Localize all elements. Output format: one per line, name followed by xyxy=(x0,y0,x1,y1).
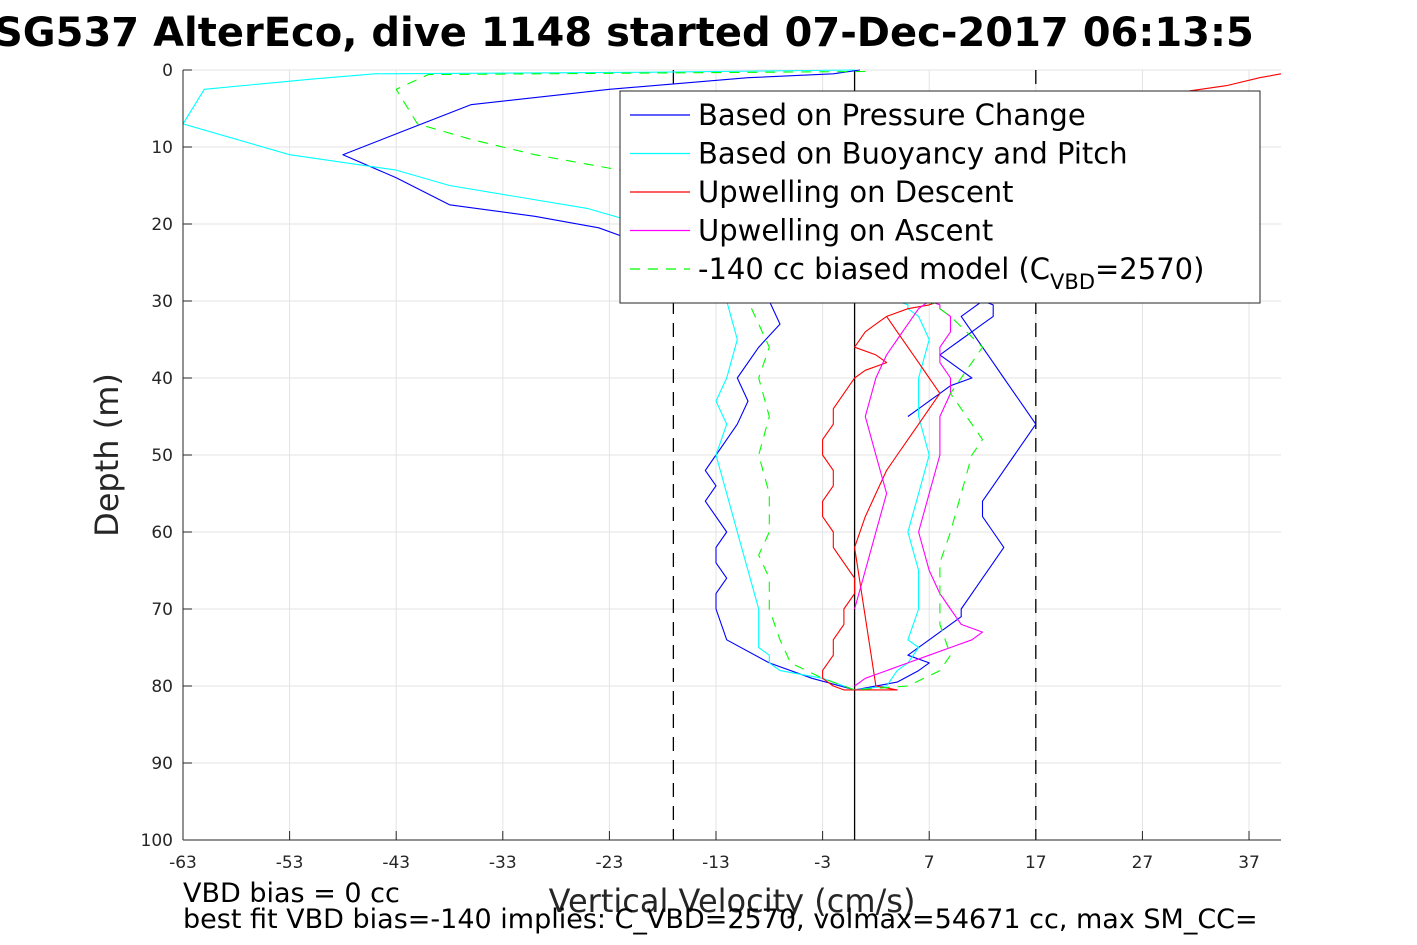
footer-line-1: VBD bias = 0 cc xyxy=(183,878,400,909)
legend-label-3: Upwelling on Ascent xyxy=(698,214,993,248)
legend-label-4: -140 cc biased model (CVBD=2570) xyxy=(698,252,1204,294)
series-line-3 xyxy=(854,300,984,687)
y-tick-label: 70 xyxy=(151,600,173,620)
x-tick-labels: -63 -53 -43 -33 -23 -13 -3 7 17 27 37 xyxy=(169,853,1260,873)
chart-title: SG537 AlterEco, dive 1148 started 07-Dec… xyxy=(0,10,1254,56)
x-tick-label: -53 xyxy=(276,853,304,873)
x-tick-label: -23 xyxy=(596,853,624,873)
x-axis-label: Vertical Velocity (cm/s) xyxy=(549,882,916,920)
x-tick-label: 17 xyxy=(1025,853,1047,873)
legend-label-1: Based on Buoyancy and Pitch xyxy=(698,137,1128,171)
series-line-0 xyxy=(342,69,1037,691)
legend-items: Based on Pressure Change Based on Buoyanc… xyxy=(630,98,1204,294)
series-line-1 xyxy=(182,69,930,691)
y-tick-label: 50 xyxy=(151,446,173,466)
y-axis-label: Depth (m) xyxy=(88,373,126,537)
y-tick-label: 100 xyxy=(141,831,173,851)
y-tick-label: 60 xyxy=(151,523,173,543)
series-line-2 xyxy=(822,73,1282,691)
legend: Based on Pressure Change Based on Buoyanc… xyxy=(619,90,1261,304)
y-tick-label: 90 xyxy=(151,754,173,774)
y-tick-label: 10 xyxy=(151,138,173,158)
x-tick-label: 27 xyxy=(1132,853,1154,873)
x-tick-label: -13 xyxy=(702,853,730,873)
x-tick-label: -43 xyxy=(382,853,410,873)
y-tick-label: 0 xyxy=(162,61,173,81)
legend-label-2: Upwelling on Descent xyxy=(698,175,1014,209)
axes xyxy=(182,69,1281,841)
x-tick-label: -63 xyxy=(169,853,197,873)
y-tick-labels: 0 10 20 30 40 50 60 70 80 90 100 xyxy=(141,61,173,851)
x-tick-label: 37 xyxy=(1238,853,1260,873)
x-tick-label: -3 xyxy=(814,853,831,873)
y-tick-label: 20 xyxy=(151,215,173,235)
series-lines xyxy=(182,69,1282,691)
y-tick-label: 30 xyxy=(151,292,173,312)
x-tick-label: 7 xyxy=(924,853,935,873)
x-tick-label: -33 xyxy=(489,853,517,873)
y-tick-label: 40 xyxy=(151,369,173,389)
series-line-4 xyxy=(395,70,984,691)
y-tick-label: 80 xyxy=(151,677,173,697)
legend-subscript: VBD xyxy=(1050,270,1095,294)
footer-line-2: best fit VBD bias=-140 implies: C_VBD=25… xyxy=(183,904,1258,935)
legend-box xyxy=(619,90,1261,304)
legend-label-0: Based on Pressure Change xyxy=(698,98,1086,132)
